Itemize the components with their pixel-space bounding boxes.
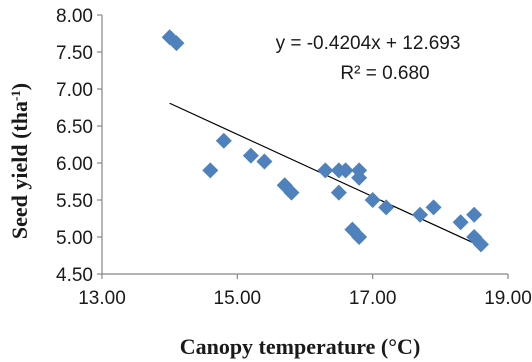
data-point: [330, 184, 347, 201]
y-tick-label: 8.00: [56, 6, 93, 27]
data-point: [364, 192, 381, 208]
y-tick-label: 7.00: [56, 80, 93, 101]
data-point: [283, 184, 300, 201]
data-point: [466, 206, 483, 223]
x-tick-label: 17.00: [349, 288, 397, 309]
y-tick-label: 4.50: [56, 265, 93, 286]
data-point: [452, 214, 469, 231]
data-point: [317, 162, 334, 179]
y-axis-title-main: Seed yield (tha: [7, 101, 32, 239]
data-point: [472, 236, 489, 253]
y-axis-title-end: ): [7, 83, 32, 90]
y-tick-label: 6.50: [56, 117, 93, 138]
r-squared-label: R² = 0.680: [340, 63, 429, 84]
data-point: [351, 169, 368, 186]
y-tick-label: 5.00: [56, 228, 93, 249]
data-point: [202, 162, 219, 179]
data-point: [351, 229, 368, 245]
y-axis-title: Seed yield (tha-1): [7, 83, 32, 239]
y-axis-title-sup: -1: [8, 90, 23, 101]
data-point: [215, 132, 232, 149]
x-tick-label: 15.00: [214, 288, 262, 309]
x-tick-label: 13.00: [78, 288, 126, 309]
x-tick-label: 19.00: [484, 288, 532, 309]
data-point: [168, 35, 185, 52]
chart-axes: [97, 14, 509, 279]
regression-equation: y = -0.4204x + 12.693: [276, 33, 461, 54]
y-tick-label: 6.00: [56, 154, 93, 175]
y-tick-label: 7.50: [56, 43, 93, 64]
data-point: [412, 206, 429, 223]
data-point: [337, 162, 354, 179]
data-point: [256, 153, 273, 170]
data-point: [378, 199, 395, 216]
x-axis-title: Canopy temperature (°C): [180, 334, 421, 359]
data-points: [161, 29, 489, 253]
y-tick-label: 5.50: [56, 191, 93, 212]
data-point: [425, 199, 442, 216]
data-point: [242, 147, 259, 164]
tick-labels: 4.50 5.00 5.50 6.00 6.50 7.00 7.50 8.00 13.00 15.…: [56, 6, 532, 309]
